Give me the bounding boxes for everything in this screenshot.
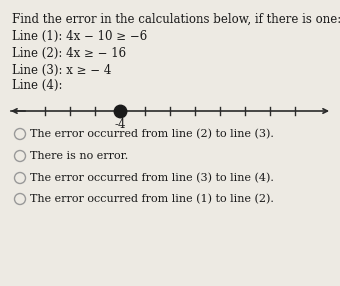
Text: The error occurred from line (3) to line (4).: The error occurred from line (3) to line… <box>30 173 274 183</box>
Text: The error occurred from line (2) to line (3).: The error occurred from line (2) to line… <box>30 129 274 139</box>
Text: Line (3): x ≥ − 4: Line (3): x ≥ − 4 <box>12 64 112 77</box>
Text: There is no error.: There is no error. <box>30 151 128 161</box>
Text: Find the error in the calculations below, if there is one:: Find the error in the calculations below… <box>12 13 340 26</box>
Text: Line (2): 4x ≥ − 16: Line (2): 4x ≥ − 16 <box>12 47 126 60</box>
Text: Line (4):: Line (4): <box>12 79 63 92</box>
Text: -4: -4 <box>114 118 126 131</box>
Text: The error occurred from line (1) to line (2).: The error occurred from line (1) to line… <box>30 194 274 204</box>
Text: Line (1): 4x − 10 ≥ −6: Line (1): 4x − 10 ≥ −6 <box>12 30 147 43</box>
